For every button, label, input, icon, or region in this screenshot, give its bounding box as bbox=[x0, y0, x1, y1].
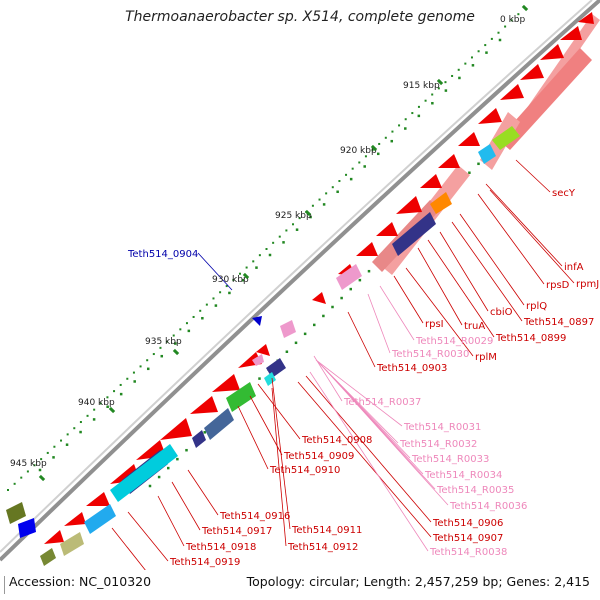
tick-dots bbox=[7, 7, 526, 491]
kbp-label: 930 kbp bbox=[212, 275, 249, 285]
gene-label: rpsD bbox=[546, 280, 570, 291]
gene-arrows-outer bbox=[44, 12, 594, 544]
gene-boxes-inner bbox=[6, 126, 520, 566]
genome-backbone-inner bbox=[0, 0, 593, 553]
gene-label: Teth514_R0037 bbox=[343, 397, 421, 408]
gene-label: Teth514_R0030 bbox=[391, 349, 469, 360]
gene-label: secY bbox=[552, 188, 576, 199]
gene-label: Teth514_R0035 bbox=[436, 485, 514, 496]
kbp-label: 945 kbp bbox=[10, 459, 47, 469]
gene-label: Teth514_0907 bbox=[432, 533, 503, 544]
gene-label: Teth514_0920 bbox=[151, 572, 222, 583]
gene-label: Teth514_0906 bbox=[432, 518, 503, 529]
gene-label: Teth514_R0031 bbox=[403, 422, 481, 433]
gene-label: Teth514_0903 bbox=[376, 363, 447, 374]
gene-label: Teth514_0904 bbox=[127, 249, 198, 260]
gene-label: Teth514_0899 bbox=[495, 333, 566, 344]
gene-label: Teth514_0911 bbox=[291, 525, 362, 536]
gene-label: Teth514_0908 bbox=[301, 435, 372, 446]
accession-text: Accession: NC_010320 bbox=[9, 574, 152, 589]
gene-label: cbiO bbox=[490, 307, 513, 318]
gene-labels: secY infA rpmJ rpsD rplQ Teth514_0897 cbiO Teth… bbox=[127, 188, 599, 583]
kbp-labels: 0 kbp 915 kbp 920 kbp 925 kbp 930 kbp 935 kbp… bbox=[10, 4, 529, 482]
gene-label: Teth514_R0033 bbox=[411, 454, 489, 465]
gene-label: Teth514_0912 bbox=[287, 542, 358, 553]
gene-label: Teth514_R0034 bbox=[424, 470, 502, 481]
kbp-label: 0 kbp bbox=[500, 15, 526, 25]
gene-label: Teth514_0910 bbox=[269, 465, 340, 476]
gene-label: Teth514_0917 bbox=[201, 526, 272, 537]
gene-label: rplM bbox=[475, 352, 497, 363]
kbp-label: 925 kbp bbox=[275, 211, 312, 221]
map-title: Thermoanaerobacter sp. X514, complete ge… bbox=[125, 9, 475, 25]
gene-label: Teth514_R0029 bbox=[415, 336, 493, 347]
kbp-label: 915 kbp bbox=[403, 81, 440, 91]
gene-label: Teth514_0918 bbox=[185, 542, 256, 553]
gene-label: rpmJ bbox=[576, 279, 599, 290]
gene-label: rpsI bbox=[425, 319, 444, 330]
kbp-label: 920 kbp bbox=[340, 146, 377, 156]
gene-label: Teth514_R0038 bbox=[429, 547, 507, 558]
gene-label: Teth514_0919 bbox=[169, 557, 240, 568]
gene-label: Teth514_0897 bbox=[523, 317, 594, 328]
footer-divider bbox=[4, 576, 5, 594]
genome-backbone bbox=[0, 0, 600, 562]
gene-label: truA bbox=[464, 321, 485, 332]
gene-label: Teth514_0909 bbox=[283, 451, 354, 462]
kbp-label: 940 kbp bbox=[78, 398, 115, 408]
gene-label: Teth514_R0032 bbox=[399, 439, 477, 450]
gene-label: infA bbox=[564, 262, 584, 273]
gene-label: Teth514_R0036 bbox=[449, 501, 527, 512]
gene-label: Teth514_0916 bbox=[219, 511, 290, 522]
gene-label: rplQ bbox=[526, 301, 547, 312]
kbp-label: 935 kbp bbox=[145, 337, 182, 347]
topology-summary: Topology: circular; Length: 2,457,259 bp… bbox=[246, 574, 590, 589]
label-callouts bbox=[111, 159, 575, 570]
